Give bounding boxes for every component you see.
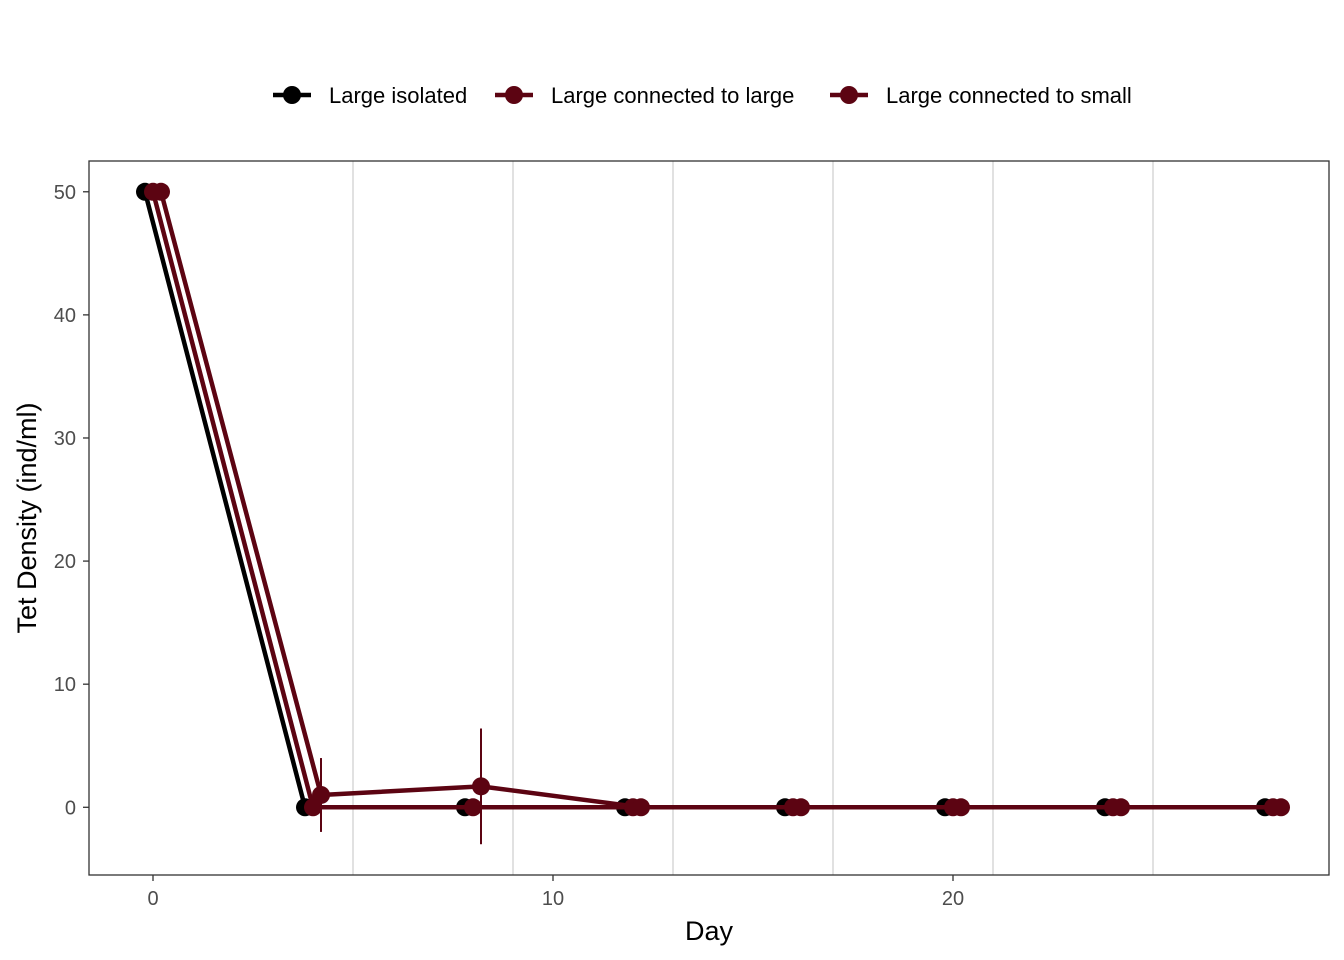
y-tick-label-4: 40 (54, 305, 76, 327)
series-1-line (150, 191, 1273, 810)
y-tick-label-2: 20 (54, 551, 76, 573)
legend-item-2: Large connected to small (830, 83, 1132, 108)
y-tick-label-3: 30 (54, 428, 76, 450)
x-axis-title: Day (685, 916, 734, 946)
legend-label-2: Large connected to small (886, 83, 1132, 108)
series-2-point-7 (1272, 798, 1290, 817)
y-axis-title: Tet Density (ind/ml) (12, 402, 42, 633)
series-2-point-1 (312, 785, 330, 804)
series-layer (136, 182, 1290, 845)
y-tick-label-5: 50 (54, 182, 76, 204)
x-tick-label-0: 0 (147, 888, 158, 910)
series-0 (136, 182, 1274, 817)
legend-key-point-0 (283, 86, 301, 104)
legend-key-point-2 (840, 86, 858, 104)
panel-border (88, 160, 1330, 876)
legend-label-1: Large connected to large (551, 83, 794, 108)
series-2 (152, 182, 1290, 845)
x-tick-label-1: 10 (542, 888, 564, 910)
grid (352, 161, 1154, 875)
legend: Large isolated Large connected to large La… (273, 83, 1132, 108)
series-1-point-2 (464, 798, 482, 817)
series-2-line (158, 191, 1281, 810)
series-2-point-4 (792, 798, 810, 817)
series-2-point-2 (472, 777, 490, 796)
legend-item-0: Large isolated (273, 83, 467, 108)
series-1 (144, 182, 1282, 817)
y-axis: 0 10 20 30 40 50 (54, 182, 89, 819)
series-2-point-0 (152, 182, 170, 201)
legend-label-0: Large isolated (329, 83, 467, 108)
y-tick-label-0: 0 (65, 797, 76, 819)
series-2-point-6 (1112, 798, 1130, 817)
series-2-point-5 (952, 798, 970, 817)
x-tick-label-2: 20 (942, 888, 964, 910)
x-axis: 0 10 20 (147, 875, 964, 910)
y-tick-label-1: 10 (54, 674, 76, 696)
legend-item-1: Large connected to large (495, 83, 794, 108)
series-0-line (142, 191, 1265, 810)
legend-key-point-1 (505, 86, 523, 104)
series-2-point-3 (632, 798, 650, 817)
